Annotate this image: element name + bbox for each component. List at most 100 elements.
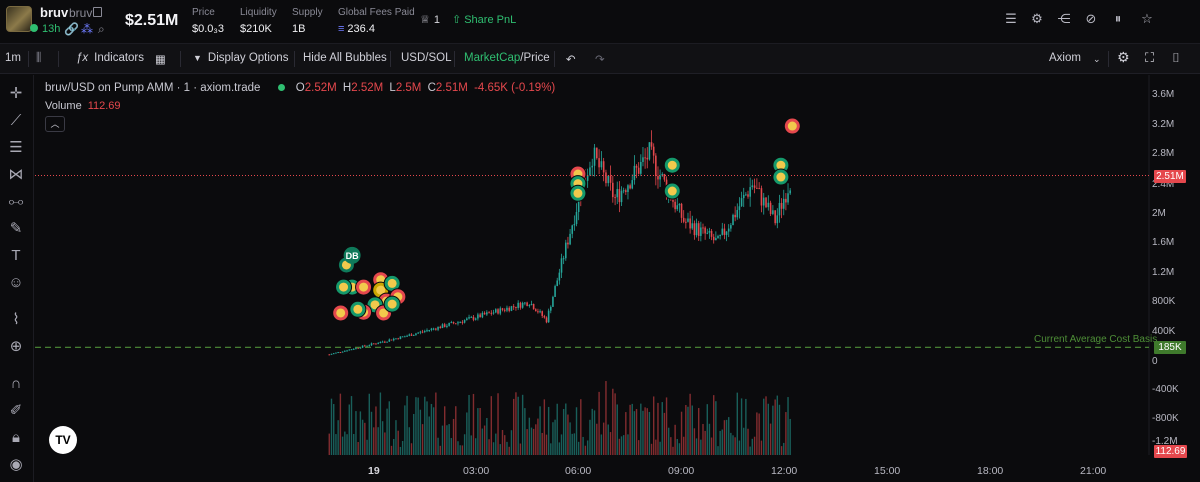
candle-body: [598, 158, 600, 168]
search-icon[interactable]: ⌕: [98, 22, 105, 36]
volume-bar: [337, 420, 339, 455]
candle-body: [680, 203, 683, 218]
candle-body: [756, 187, 758, 189]
stat-supply: Supply 1B: [292, 7, 323, 35]
volume-bar: [490, 396, 493, 455]
price-chart[interactable]: DB bruv/USD on Pump AMM · 1 · axiom.trad…: [35, 75, 1200, 482]
eye-off-icon[interactable]: ⊘: [1085, 11, 1097, 26]
copy-icon[interactable]: [93, 7, 102, 17]
volume-bar: [410, 443, 413, 455]
trade-bubble-face: [776, 160, 786, 170]
lock-icon[interactable]: 🔒︎: [12, 429, 20, 446]
magnet-icon[interactable]: ∩: [10, 375, 22, 392]
fullscreen-icon[interactable]: ⛶: [1145, 50, 1155, 65]
zoom-icon[interactable]: ⊕: [9, 338, 23, 355]
volume-bar: [637, 440, 640, 455]
candle-body: [652, 146, 655, 156]
chart-canvas[interactable]: DB: [35, 75, 1200, 482]
indicators-button[interactable]: ƒx Indicators: [76, 52, 145, 64]
display-options-button[interactable]: ▼ Display Options: [193, 52, 289, 64]
volume-bar: [481, 428, 484, 455]
candle-body: [381, 341, 384, 343]
pause-icon[interactable]: ⏸: [1114, 11, 1122, 26]
layouts-icon[interactable]: ▦: [155, 54, 166, 66]
link-icon[interactable]: 🔗: [64, 22, 79, 36]
lock-drawings-icon[interactable]: ✐: [9, 402, 23, 419]
trade-bubble-face: [387, 278, 397, 288]
horizontal-lines-icon[interactable]: ☰: [9, 139, 23, 156]
volume-bar: [573, 433, 576, 455]
text-icon[interactable]: T: [11, 247, 21, 264]
emoji-icon[interactable]: ☺: [8, 274, 24, 291]
currency-toggle[interactable]: USD/SOL: [401, 52, 452, 64]
candle-body: [556, 280, 559, 287]
eye-icon[interactable]: ◉: [9, 456, 23, 473]
interval-selector[interactable]: 1m: [5, 52, 21, 64]
redo-icon[interactable]: ↷: [595, 54, 605, 66]
settings-icon[interactable]: ⚙: [1117, 49, 1130, 65]
candle-body: [412, 334, 415, 336]
candle-body: [435, 328, 437, 330]
token-avatar[interactable]: [6, 6, 32, 32]
candle-body: [573, 223, 576, 226]
y-tick: 1.6M: [1152, 237, 1175, 248]
crosshair-icon[interactable]: ✛: [9, 85, 23, 102]
camera-icon[interactable]: ⌷: [1172, 50, 1180, 65]
volume-bar: [760, 440, 763, 455]
trade-bubble-face: [573, 188, 583, 198]
volume-bar: [504, 435, 506, 455]
candle-body: [463, 320, 466, 323]
gear-icon[interactable]: ⚙: [1031, 11, 1043, 26]
candle-body: [702, 227, 704, 229]
ruler-icon[interactable]: ⌇: [12, 311, 20, 328]
candle-body: [481, 312, 484, 318]
candle-body: [693, 223, 696, 236]
candle-body: [659, 175, 661, 180]
layout-name[interactable]: Axiom: [1049, 52, 1081, 64]
volume-bar: [413, 413, 415, 455]
volume-bar: [346, 434, 348, 455]
candle-body: [695, 223, 698, 236]
tradingview-logo[interactable]: TV: [49, 426, 77, 454]
trendline-icon[interactable]: ⟋: [10, 112, 22, 129]
candle-type-icon[interactable]: ⫼: [36, 52, 42, 64]
fib-icon[interactable]: ⧟: [8, 193, 24, 210]
candle-body: [357, 347, 359, 349]
candle-body: [593, 147, 596, 166]
pitchfork-icon[interactable]: ⋈: [8, 166, 24, 183]
volume-bar: [399, 446, 402, 455]
holders-button[interactable]: ♕ 1: [420, 14, 440, 26]
volume-bar: [730, 432, 732, 455]
cost-basis-label: Current Average Cost Basis: [1034, 334, 1158, 345]
function-icon: ƒx: [76, 52, 89, 64]
candle-body: [708, 230, 711, 233]
token-header: bruv bruv 13h 🔗 ⁂ ⌕ $2.51M Price $0.0₃3 …: [0, 0, 1200, 44]
candle-body: [410, 334, 413, 336]
candle-body: [591, 165, 594, 168]
brush-icon[interactable]: ✎: [9, 220, 23, 237]
community-icon[interactable]: ⁂: [81, 22, 93, 36]
volume-bar: [629, 404, 631, 455]
share-icon[interactable]: ⋲: [1057, 11, 1071, 26]
chevron-down-icon[interactable]: ⌄: [1093, 54, 1101, 64]
volume-bar: [339, 393, 342, 455]
divider: [390, 51, 391, 67]
candle-body: [330, 353, 333, 355]
volume-bar: [430, 403, 433, 455]
volume-bar: [386, 408, 388, 455]
volume-bar: [535, 424, 537, 455]
candle-body: [554, 286, 556, 297]
mcap-price-toggle[interactable]: MarketCap/Price: [464, 52, 550, 64]
share-pnl-button[interactable]: ⇧ Share PnL: [452, 14, 517, 26]
volume-bar: [609, 432, 612, 455]
x-tick: 15:00: [874, 465, 901, 477]
undo-icon[interactable]: ↶: [566, 54, 576, 66]
list-icon[interactable]: ☰: [1005, 11, 1017, 26]
market-cap: $2.51M: [125, 12, 179, 29]
candle-body: [479, 314, 481, 318]
x-tick: 06:00: [565, 465, 592, 477]
volume-bar: [495, 433, 497, 455]
hide-bubbles-button[interactable]: Hide All Bubbles: [303, 52, 387, 64]
collapse-legend-button[interactable]: ︿: [45, 116, 65, 132]
star-icon[interactable]: ☆: [1141, 11, 1153, 26]
